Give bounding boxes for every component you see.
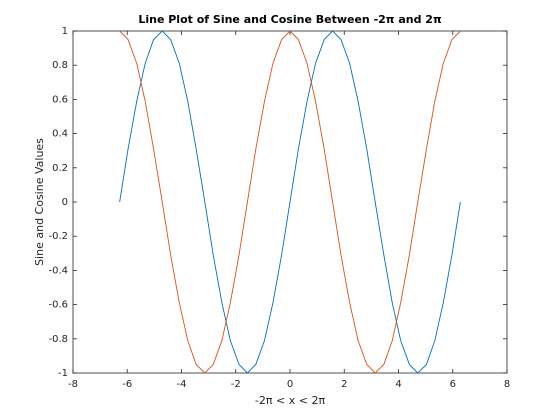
series-line [119,30,461,374]
y-tick-label: -0.6 [48,300,68,311]
y-tick-label: 0 [62,197,68,208]
y-tick-label: -0.8 [48,334,68,345]
x-tick-label: 2 [341,379,347,390]
x-tick-label: 8 [504,379,510,390]
x-tick-label: 0 [287,379,293,390]
series-line [119,30,461,374]
y-tick-label: -0.4 [48,265,68,276]
x-tick-label: -6 [122,379,132,390]
y-tick-label: -1 [58,368,68,379]
y-tick-label: 0.8 [52,60,68,71]
x-tick-label: -4 [177,379,187,390]
chart-title: Line Plot of Sine and Cosine Between -2π… [138,13,442,26]
x-tick-label: 4 [395,379,401,390]
y-tick-label: 0.2 [52,163,68,174]
x-tick-label: 6 [450,379,456,390]
x-axis-label: -2π < x < 2π [255,394,326,407]
y-tick-label: 0.4 [52,129,68,140]
y-tick-label: 1 [62,26,68,37]
x-tick-label: -8 [68,379,78,390]
y-axis-label: Sine and Cosine Values [33,138,46,266]
x-tick-label: -2 [231,379,241,390]
y-tick-label: 0.6 [52,94,68,105]
y-tick-label: -0.2 [48,231,68,242]
